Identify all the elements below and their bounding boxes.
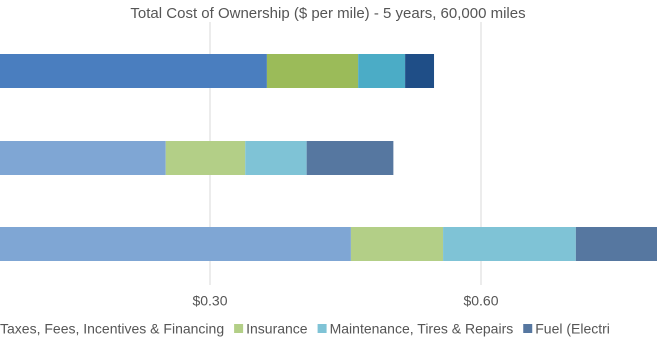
bar-segment — [266, 54, 359, 88]
bar-segment — [575, 227, 657, 261]
legend-marker — [234, 324, 244, 333]
x-tick-label: $0.60 — [463, 293, 498, 309]
bar-segment — [0, 54, 267, 88]
legend-label: Fuel (Electri — [535, 321, 610, 337]
bar-segment — [358, 54, 406, 88]
x-tick-label: $0.30 — [192, 293, 227, 309]
bar-segment — [350, 227, 444, 261]
legend-marker — [523, 324, 533, 333]
bar-segment — [245, 141, 307, 175]
bar-segment — [443, 227, 576, 261]
legend-label: Maintenance, Tires & Repairs — [330, 321, 514, 337]
bar-segment — [165, 141, 246, 175]
legend-label: Insurance — [246, 321, 308, 337]
bar-segment — [0, 227, 351, 261]
bar-segment — [405, 54, 435, 88]
bar-segment — [0, 141, 166, 175]
chart-title: Total Cost of Ownership ($ per mile) - 5… — [130, 5, 525, 22]
legend-marker — [317, 324, 327, 333]
legend-label: Taxes, Fees, Incentives & Financing — [0, 321, 224, 337]
bar-segment — [306, 141, 394, 175]
